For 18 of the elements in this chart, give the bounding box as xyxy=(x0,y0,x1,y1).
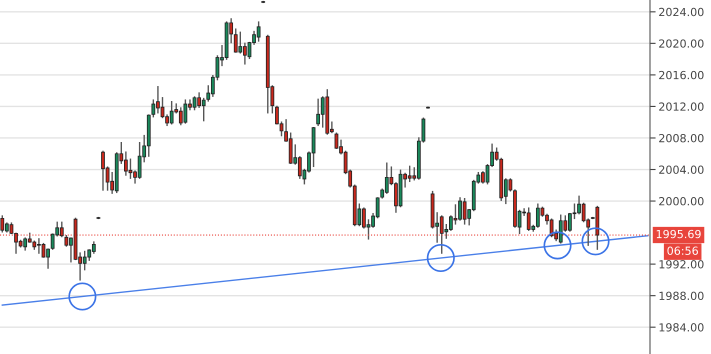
y-tick-label: 2020.00 xyxy=(659,39,704,48)
y-tick-label: 2016.00 xyxy=(659,70,704,80)
candlestick xyxy=(316,98,320,126)
y-tick-label: 1988.00 xyxy=(660,292,704,300)
ref-line-label: 1995.69 xyxy=(656,230,701,238)
y-tick-label: 2000.00 xyxy=(659,197,704,206)
y-tick-label: 2024.00 xyxy=(659,8,704,16)
candlestick xyxy=(234,28,238,53)
y-tick-label: 1992.00 xyxy=(660,260,704,268)
candlestick xyxy=(92,241,96,254)
text: 06:56 xyxy=(667,246,698,255)
y-tick-label: 2004.00 xyxy=(659,165,704,174)
y-tick-label: 1984.00 xyxy=(660,323,704,332)
y-tick-label: 2012.00 xyxy=(659,102,704,111)
candlestick xyxy=(60,222,64,238)
y-tick-label: 2008.00 xyxy=(659,134,704,142)
candlestick xyxy=(0,215,4,232)
candlestick xyxy=(440,215,444,254)
